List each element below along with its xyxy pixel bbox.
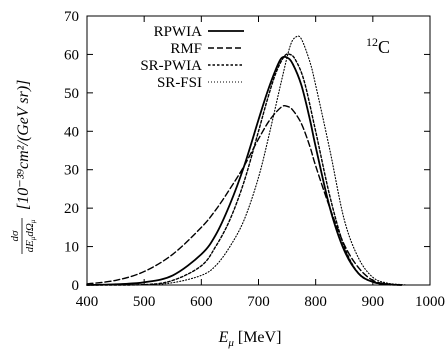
legend-label: SR-FSI bbox=[157, 75, 202, 91]
legend-label: SR-PWIA bbox=[140, 58, 202, 74]
x-tick-label: 600 bbox=[190, 294, 213, 310]
x-tick-label: 1000 bbox=[415, 294, 445, 310]
x-tick-label: 900 bbox=[362, 294, 385, 310]
series-layer bbox=[86, 35, 408, 286]
series-line-sr-pwia bbox=[86, 53, 403, 286]
legend-label: RMF bbox=[170, 41, 202, 57]
y-tick-label: 10 bbox=[64, 240, 79, 256]
y-tick-label: 30 bbox=[64, 163, 79, 179]
x-tick-label: 500 bbox=[133, 294, 156, 310]
legend-label: RPWIA bbox=[154, 24, 203, 40]
y-tick-label: 50 bbox=[64, 86, 79, 102]
series-line-rmf bbox=[86, 104, 403, 286]
x-tick-label: 800 bbox=[304, 294, 327, 310]
axes: 400 500 600 700 800 900 1000 0 10 20 30 40 50 60 70 bbox=[64, 9, 445, 310]
y-axis-title: dσ dEμdΩμ [10⁻³⁹cm²/(GeV sr)] bbox=[9, 80, 37, 254]
y-tick-label: 60 bbox=[64, 47, 79, 63]
series-line-sr-fsi bbox=[86, 35, 408, 286]
y-axis-frac-numerator: dσ bbox=[9, 230, 21, 242]
nucleus-annotation: 12C bbox=[366, 35, 390, 57]
y-tick-label: 20 bbox=[64, 201, 79, 217]
y-tick-label: 0 bbox=[72, 278, 80, 294]
x-axis-title: Eμ [MeV] bbox=[218, 329, 282, 349]
y-axis-frac-denominator: dEμdΩμ bbox=[24, 219, 37, 252]
series-line-rpwia bbox=[86, 55, 403, 286]
y-tick-label: 70 bbox=[64, 9, 79, 25]
x-tick-label: 400 bbox=[76, 294, 99, 310]
y-tick-label: 40 bbox=[64, 124, 79, 140]
y-axis-units: [10⁻³⁹cm²/(GeV sr)] bbox=[15, 80, 32, 210]
x-tick-label: 700 bbox=[247, 294, 270, 310]
